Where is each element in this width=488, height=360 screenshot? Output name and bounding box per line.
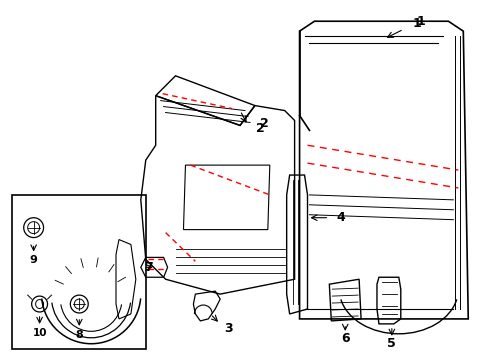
Bar [12, 195, 145, 349]
Text: 2: 2 [260, 117, 269, 130]
Text: 5: 5 [386, 337, 395, 350]
Text: 2: 2 [255, 122, 264, 135]
Text: 3: 3 [224, 322, 232, 336]
Text: 10: 10 [32, 328, 47, 338]
Text: 8: 8 [75, 330, 83, 340]
Text: 7: 7 [144, 261, 153, 274]
Text: 1: 1 [415, 15, 424, 28]
Text: 9: 9 [30, 255, 38, 265]
Text: 4: 4 [336, 211, 345, 224]
Text: 6: 6 [340, 332, 349, 345]
Text: 1: 1 [411, 17, 420, 30]
